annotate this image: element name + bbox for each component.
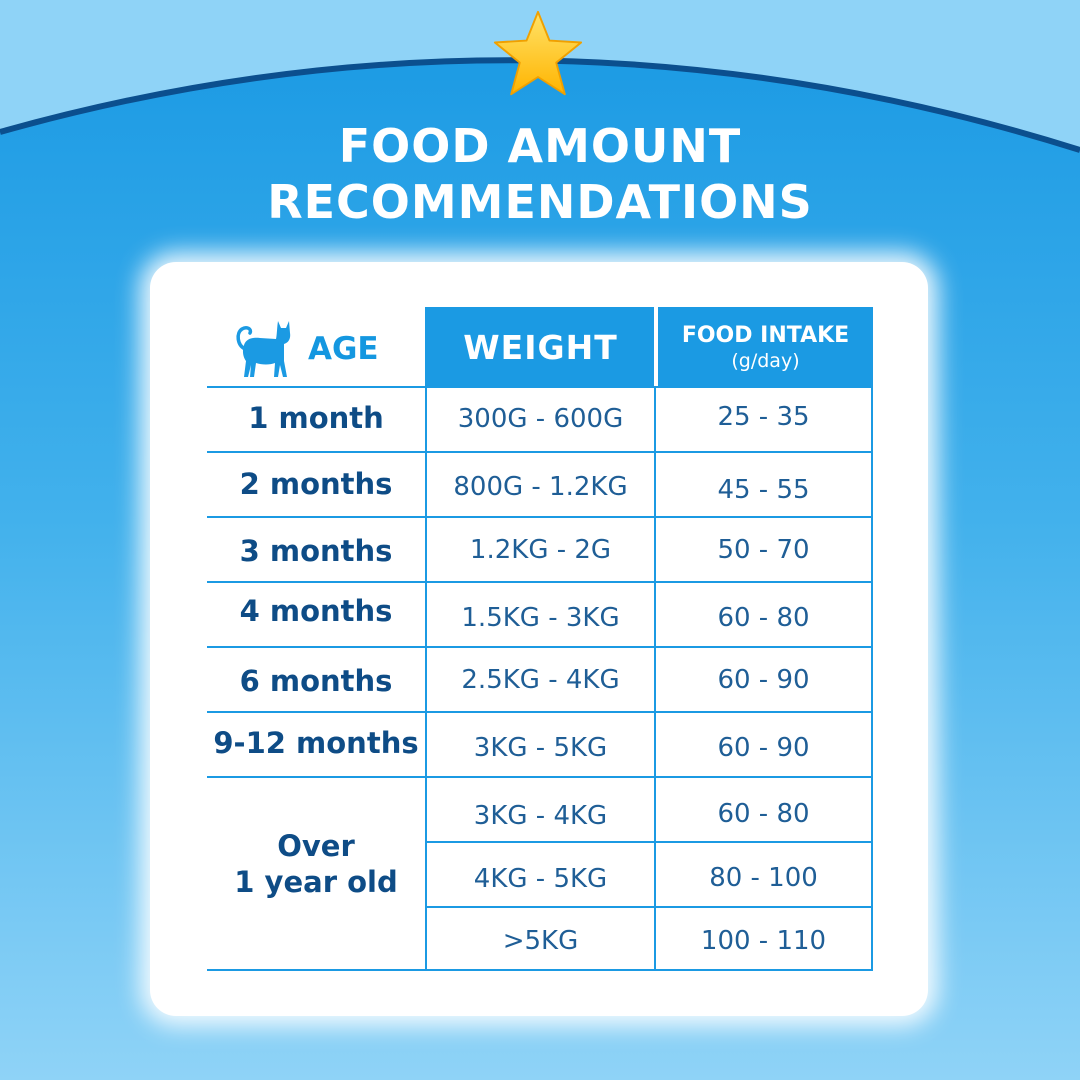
- weight-cell: >5KG: [502, 926, 579, 956]
- age-cell: 3 months: [239, 534, 393, 568]
- table-divider: [426, 841, 873, 843]
- food-intake-cell: 60 - 90: [717, 665, 810, 695]
- age-cell: 1 month: [248, 401, 384, 435]
- table-divider: [207, 386, 873, 388]
- table-divider: [207, 516, 873, 518]
- food-intake-cell: 45 - 55: [717, 475, 810, 505]
- food-intake-column-header: FOOD INTAKE (g/day): [656, 307, 873, 387]
- page-title: FOOD AMOUNT RECOMMENDATIONS: [0, 118, 1080, 230]
- table-divider: [207, 451, 873, 453]
- weight-cell: 1.2KG - 2G: [469, 535, 612, 565]
- age-cell: 2 months: [239, 467, 393, 501]
- weight-cell: 2.5KG - 4KG: [461, 665, 620, 695]
- column-divider: [654, 386, 656, 971]
- table-divider: [207, 646, 873, 648]
- table-bottom-border: [207, 969, 873, 971]
- weight-cell: 3KG - 5KG: [473, 733, 608, 763]
- cat-silhouette-icon: [236, 321, 291, 377]
- weight-column-header: WEIGHT: [427, 307, 654, 387]
- age-adult-line-1: Over: [277, 829, 355, 863]
- food-intake-cell: 60 - 80: [717, 603, 810, 633]
- food-intake-cell: 25 - 35: [717, 402, 810, 432]
- food-intake-cell: 80 - 100: [709, 863, 818, 893]
- title-line-2: RECOMMENDATIONS: [267, 175, 813, 229]
- title-line-1: FOOD AMOUNT: [338, 119, 742, 173]
- food-intake-cell: 60 - 80: [717, 799, 810, 829]
- table-divider: [207, 711, 873, 713]
- food-header-label: FOOD INTAKE: [681, 322, 850, 348]
- weight-cell: 3KG - 4KG: [473, 801, 608, 831]
- table-right-border: [871, 307, 873, 971]
- age-cell-adult: Over 1 year old: [207, 828, 425, 900]
- table-divider: [207, 776, 873, 778]
- weight-cell: 300G - 600G: [457, 404, 624, 434]
- weight-cell: 800G - 1.2KG: [453, 472, 628, 502]
- food-intake-cell: 100 - 110: [700, 926, 827, 956]
- age-cell: 6 months: [239, 664, 393, 698]
- food-intake-cell: 50 - 70: [717, 535, 810, 565]
- weight-header-label: WEIGHT: [463, 327, 618, 367]
- table-divider: [207, 581, 873, 583]
- weight-cell: 1.5KG - 3KG: [461, 603, 620, 633]
- age-column-header: AGE: [234, 312, 424, 386]
- age-cell: 4 months: [239, 594, 393, 628]
- age-cell: 9-12 months: [213, 726, 419, 760]
- age-header-label: AGE: [308, 331, 379, 367]
- weight-cell: 4KG - 5KG: [473, 864, 608, 894]
- food-intake-cell: 60 - 90: [717, 733, 810, 763]
- age-adult-line-2: 1 year old: [234, 865, 398, 899]
- star-icon: [493, 10, 583, 96]
- food-unit-label: (g/day): [731, 349, 800, 372]
- column-divider: [425, 307, 427, 971]
- table-divider: [426, 906, 873, 908]
